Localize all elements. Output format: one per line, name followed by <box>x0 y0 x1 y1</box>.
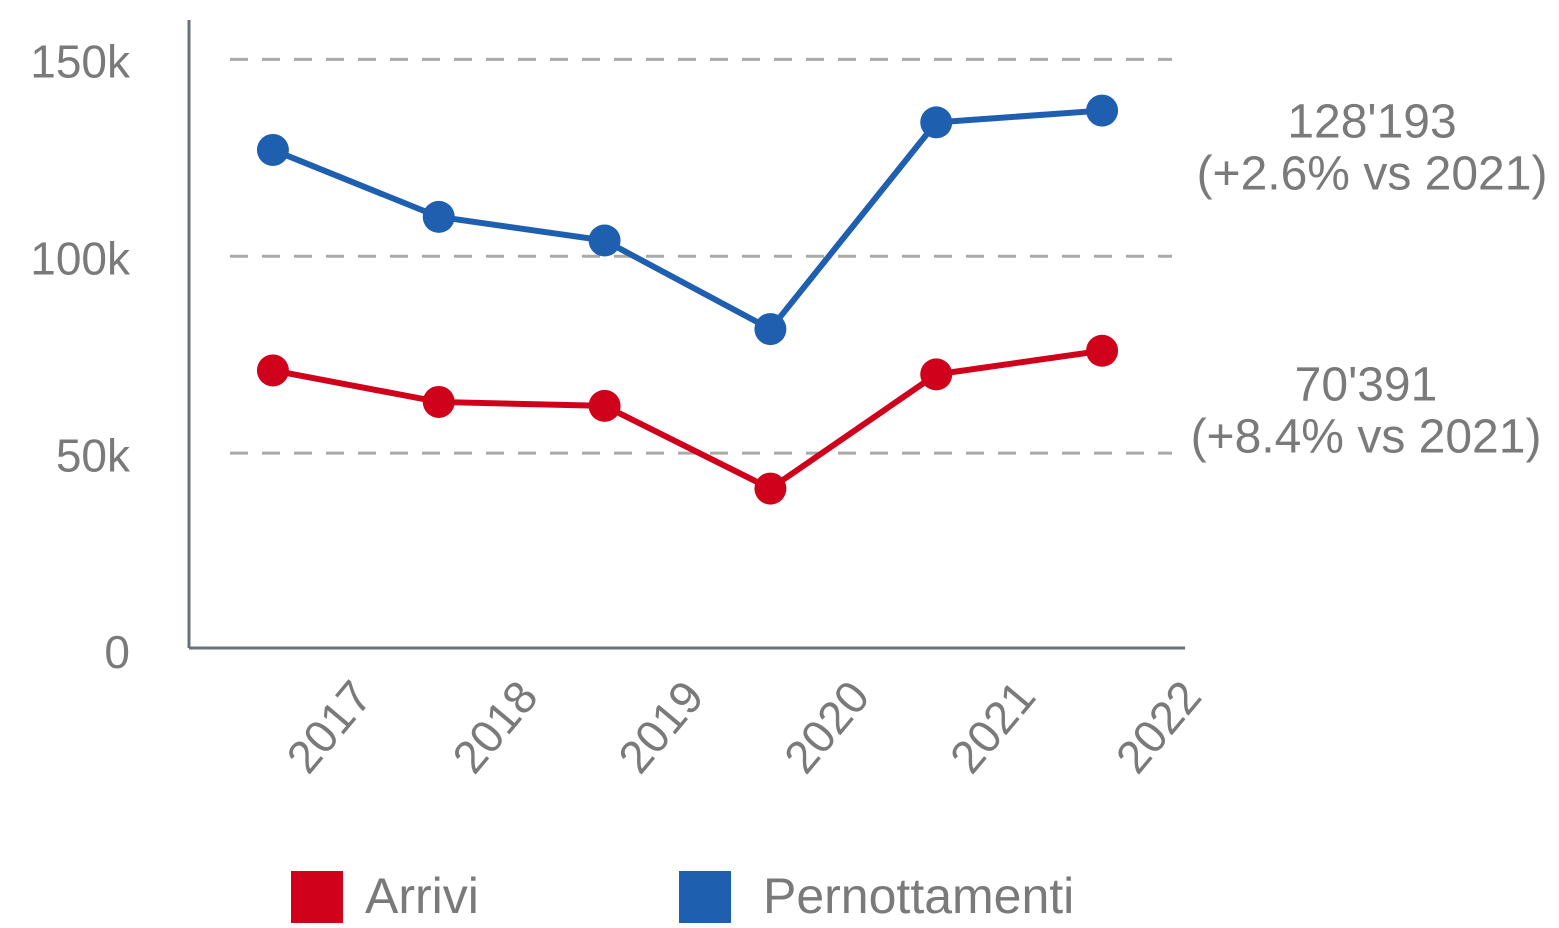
data-point <box>920 106 953 139</box>
data-point <box>422 385 455 418</box>
legend-swatch <box>291 871 343 923</box>
x-tick-label: 2018 <box>442 671 548 783</box>
annotation: (+8.4% vs 2021) <box>1191 411 1542 464</box>
annotation: 70'391 <box>1295 359 1438 412</box>
x-tick-label: 2022 <box>1105 671 1211 783</box>
series-line <box>271 107 1103 333</box>
data-point <box>920 358 953 391</box>
x-tick-label: 2021 <box>940 671 1046 783</box>
legend-swatch <box>679 871 731 923</box>
annotation: 128'193 <box>1287 96 1456 149</box>
x-tick-label: 2017 <box>276 671 382 783</box>
y-tick-label: 0 <box>104 626 130 678</box>
data-point <box>1086 334 1119 367</box>
data-point <box>256 133 289 166</box>
x-tick-label: 2019 <box>608 671 714 783</box>
data-point <box>256 354 289 387</box>
x-tick-label: 2020 <box>774 671 880 783</box>
y-tick-label: 100k <box>30 232 131 284</box>
series-line <box>272 347 1103 493</box>
data-point <box>1086 94 1119 127</box>
data-point <box>754 313 787 346</box>
legend-label: Pernottamenti <box>763 868 1074 923</box>
data-point <box>588 389 621 422</box>
legend-label: Arrivi <box>365 868 479 923</box>
annotation: (+2.6% vs 2021) <box>1197 148 1548 201</box>
data-point <box>422 200 455 233</box>
data-point <box>588 224 621 257</box>
y-tick-label: 150k <box>30 36 131 88</box>
data-point <box>754 472 787 505</box>
y-tick-label: 50k <box>56 429 131 481</box>
